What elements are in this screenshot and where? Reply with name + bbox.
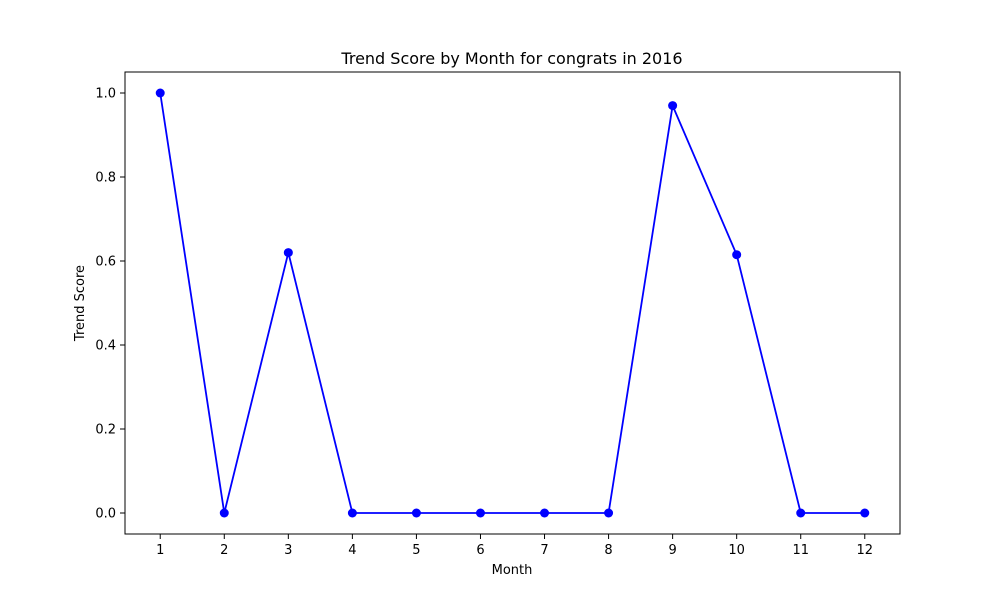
y-tick-label: 0.4 xyxy=(95,339,116,354)
series-layer xyxy=(155,88,870,518)
series-line xyxy=(159,92,865,514)
plot-frame xyxy=(124,71,901,535)
data-point xyxy=(668,101,678,111)
x-axis-label: Month xyxy=(492,563,533,578)
x-tick-label: 4 xyxy=(348,543,356,558)
data-point xyxy=(155,88,165,98)
data-point xyxy=(283,248,293,258)
y-axis-label: Trend Score xyxy=(73,265,88,342)
data-point xyxy=(540,508,550,518)
data-point xyxy=(860,508,870,518)
x-tick-label: 8 xyxy=(604,543,612,558)
chart-title: Trend Score by Month for congrats in 201… xyxy=(340,49,682,68)
data-point xyxy=(732,250,742,260)
data-point xyxy=(796,508,806,518)
x-tick-label: 5 xyxy=(412,543,420,558)
x-tick-label: 11 xyxy=(792,543,809,558)
y-axis-ticks: 0.0 0.2 0.4 0.6 0.8 1.0 xyxy=(95,87,125,522)
x-tick-label: 6 xyxy=(476,543,484,558)
data-point xyxy=(475,508,485,518)
x-tick-label: 10 xyxy=(728,543,745,558)
x-tick-label: 2 xyxy=(220,543,228,558)
data-point xyxy=(219,508,229,518)
y-tick-label: 1.0 xyxy=(95,87,116,102)
y-tick-label: 0.2 xyxy=(95,423,116,438)
x-tick-label: 12 xyxy=(856,543,873,558)
x-tick-label: 1 xyxy=(156,543,164,558)
x-tick-label: 3 xyxy=(284,543,292,558)
data-point xyxy=(411,508,421,518)
data-point xyxy=(347,508,357,518)
x-axis-ticks: 1 2 3 4 5 6 7 8 9 10 11 12 xyxy=(156,534,873,558)
x-tick-label: 7 xyxy=(540,543,548,558)
data-point xyxy=(604,508,614,518)
y-tick-label: 0.6 xyxy=(95,255,116,270)
x-tick-label: 9 xyxy=(668,543,676,558)
y-tick-label: 0.0 xyxy=(95,507,116,522)
y-tick-label: 0.8 xyxy=(95,171,116,186)
